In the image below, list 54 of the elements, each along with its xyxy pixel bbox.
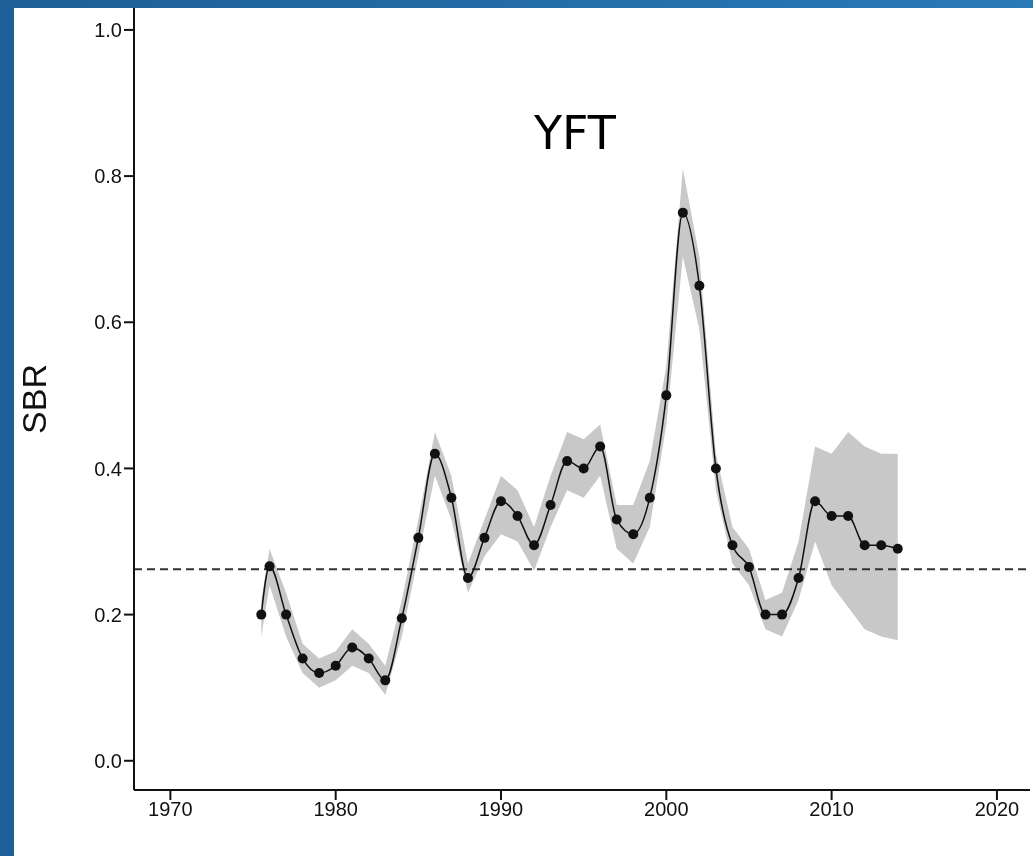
point — [413, 532, 424, 543]
point — [363, 653, 374, 664]
point — [429, 448, 440, 459]
point — [777, 609, 788, 620]
point — [496, 496, 506, 507]
point — [330, 660, 341, 671]
x-tick-label: 2010 — [809, 798, 854, 821]
point — [876, 540, 887, 551]
point — [859, 540, 870, 551]
point — [628, 529, 639, 540]
point — [297, 653, 308, 664]
x-tick-label: 1980 — [313, 798, 358, 821]
point — [793, 573, 804, 584]
x-tick-label: 2000 — [644, 798, 689, 821]
point — [578, 463, 589, 474]
point — [677, 207, 688, 218]
point — [462, 573, 473, 584]
y-tick-label: 0.2 — [94, 603, 122, 626]
x-tick-label: 2020 — [974, 798, 1020, 821]
point — [743, 562, 754, 573]
point — [281, 609, 292, 620]
x-tick-label: 1990 — [478, 798, 524, 821]
point — [380, 675, 391, 686]
point — [826, 510, 837, 521]
point — [694, 280, 705, 291]
point — [479, 532, 490, 543]
point — [512, 510, 523, 521]
point — [843, 510, 854, 521]
point — [892, 543, 903, 554]
x-tick-label: 1970 — [148, 798, 193, 821]
point — [810, 496, 821, 507]
point — [264, 561, 275, 572]
point — [661, 390, 672, 401]
point — [256, 609, 267, 620]
point — [595, 441, 606, 452]
y-tick-label: 0.0 — [94, 749, 122, 772]
text: YFT — [534, 106, 616, 160]
point — [562, 456, 573, 467]
y-tick-label: 0.4 — [94, 457, 122, 480]
point — [611, 514, 622, 525]
y-tick-label: 0.8 — [94, 165, 122, 188]
point — [710, 463, 721, 474]
y-axis-title: SBR — [15, 364, 54, 434]
point — [347, 642, 358, 653]
point — [727, 540, 738, 551]
point — [545, 499, 556, 510]
point — [446, 492, 457, 503]
point — [760, 609, 771, 620]
point — [644, 492, 655, 503]
y-tick-label: 0.6 — [94, 311, 122, 334]
point — [396, 613, 407, 624]
point — [529, 540, 540, 551]
y-tick-label: 1.0 — [94, 19, 122, 42]
point — [314, 668, 325, 679]
